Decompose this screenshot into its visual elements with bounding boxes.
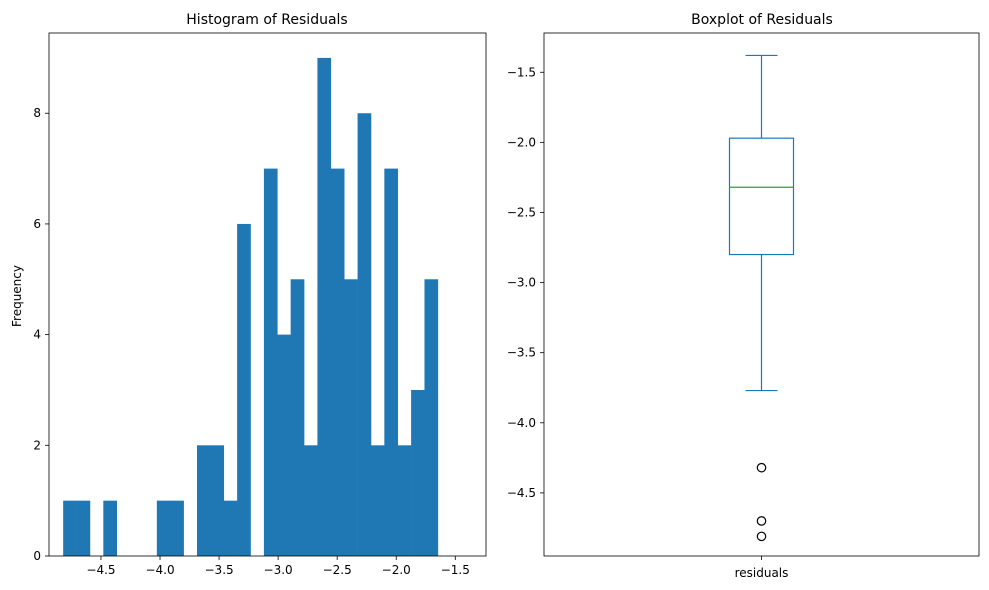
boxplot-marks — [728, 54, 795, 542]
y-tick-label: 8 — [33, 106, 41, 120]
outlier-point — [756, 516, 767, 526]
outlier-point — [756, 531, 767, 542]
outlier-point — [756, 462, 767, 473]
histogram-title: Histogram of Residuals — [186, 12, 347, 28]
histogram-bar — [223, 500, 238, 556]
histogram-bar — [196, 445, 211, 556]
x-tick-label: −1.5 — [441, 563, 470, 577]
x-tick-label: −4.0 — [145, 563, 174, 577]
histogram-bar — [411, 389, 425, 556]
boxplot-y-ticks: −4.5 −4.0 −3.5 −3.0 −2.5 −2.0 −1.5 — [507, 65, 544, 500]
boxplot-title: Boxplot of Residuals — [691, 12, 833, 28]
boxplot-x-ticks: residuals — [735, 556, 789, 580]
histogram-bar — [290, 279, 305, 556]
histogram-bar — [304, 445, 318, 556]
histogram-bar — [397, 445, 412, 556]
y-tick-label: 0 — [33, 549, 41, 563]
y-tick-label: −2.0 — [507, 135, 536, 149]
category-label: residuals — [735, 566, 789, 580]
histogram-bar — [210, 445, 225, 556]
y-tick-label: −4.0 — [507, 416, 536, 430]
histogram-bar — [424, 279, 439, 556]
x-tick-label: −4.5 — [86, 563, 115, 577]
y-tick-label: −3.5 — [507, 346, 536, 360]
x-tick-label: −2.0 — [382, 563, 411, 577]
histogram-y-ticks: 0 2 4 6 8 — [33, 106, 49, 563]
y-tick-label: −4.5 — [507, 486, 536, 500]
y-tick-label: −1.5 — [507, 65, 536, 79]
iqr-box — [728, 137, 795, 256]
y-tick-label: 6 — [33, 217, 41, 231]
histogram-bar — [357, 113, 372, 556]
histogram-axes-frame — [48, 32, 487, 557]
histogram-bar — [384, 168, 399, 556]
histogram-bar — [156, 500, 171, 556]
histogram-bar — [263, 168, 278, 556]
histogram-bar — [344, 279, 358, 556]
boxplot-axes-frame — [543, 32, 980, 557]
histogram-bar — [170, 500, 184, 556]
histogram-x-ticks: −4.5 −4.0 −3.5 −3.0 −2.5 −2.0 −1.5 — [86, 556, 470, 577]
histogram-bar — [277, 334, 291, 556]
x-tick-label: −3.0 — [264, 563, 293, 577]
histogram-bars — [63, 57, 439, 557]
y-tick-label: −3.0 — [507, 276, 536, 290]
histogram-bar — [76, 500, 91, 556]
y-tick-label: −2.5 — [507, 205, 536, 219]
histogram-bar — [63, 500, 77, 556]
boxplot-panel: Boxplot of Residuals residuals −4.5−4.0−… — [507, 12, 980, 580]
histogram-bar — [330, 168, 345, 556]
x-tick-label: −3.5 — [205, 563, 234, 577]
y-tick-label: 4 — [33, 328, 41, 342]
histogram-y-axis-label: Frequency — [10, 265, 24, 327]
x-tick-label: −2.5 — [323, 563, 352, 577]
histogram-bar — [103, 500, 117, 556]
histogram-bar — [237, 223, 251, 556]
histogram-bar — [370, 445, 385, 556]
histogram-panel: Histogram of Residuals Frequency −4.5 −4.… — [10, 12, 487, 577]
y-tick-label: 2 — [33, 438, 41, 452]
histogram-bar — [317, 57, 332, 557]
